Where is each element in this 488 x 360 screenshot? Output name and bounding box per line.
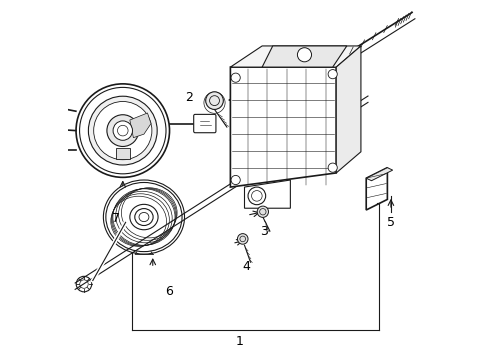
Text: 2: 2 xyxy=(185,91,193,104)
Circle shape xyxy=(231,73,240,82)
FancyBboxPatch shape xyxy=(27,142,50,159)
Text: 7: 7 xyxy=(111,212,120,225)
Ellipse shape xyxy=(94,102,152,160)
FancyBboxPatch shape xyxy=(116,148,130,159)
FancyBboxPatch shape xyxy=(27,121,50,138)
Circle shape xyxy=(247,187,265,205)
Polygon shape xyxy=(336,46,360,173)
Circle shape xyxy=(327,163,337,172)
Text: 1: 1 xyxy=(235,335,243,348)
Circle shape xyxy=(205,92,223,109)
FancyBboxPatch shape xyxy=(193,114,216,133)
Polygon shape xyxy=(230,46,360,67)
Polygon shape xyxy=(366,168,392,181)
Ellipse shape xyxy=(113,121,132,140)
Polygon shape xyxy=(130,113,151,138)
Text: 6: 6 xyxy=(164,285,172,298)
Text: 5: 5 xyxy=(386,216,394,229)
Circle shape xyxy=(237,234,247,244)
Polygon shape xyxy=(244,180,290,208)
FancyBboxPatch shape xyxy=(27,98,50,115)
Circle shape xyxy=(297,48,311,62)
Polygon shape xyxy=(366,168,386,210)
Text: 3: 3 xyxy=(260,225,268,238)
Polygon shape xyxy=(230,67,336,187)
Ellipse shape xyxy=(130,204,158,230)
Ellipse shape xyxy=(76,84,169,177)
Circle shape xyxy=(257,206,268,217)
Circle shape xyxy=(231,175,240,185)
Circle shape xyxy=(327,69,337,79)
Polygon shape xyxy=(262,46,346,67)
Text: 4: 4 xyxy=(242,260,250,273)
Ellipse shape xyxy=(88,96,157,165)
Ellipse shape xyxy=(107,115,139,147)
